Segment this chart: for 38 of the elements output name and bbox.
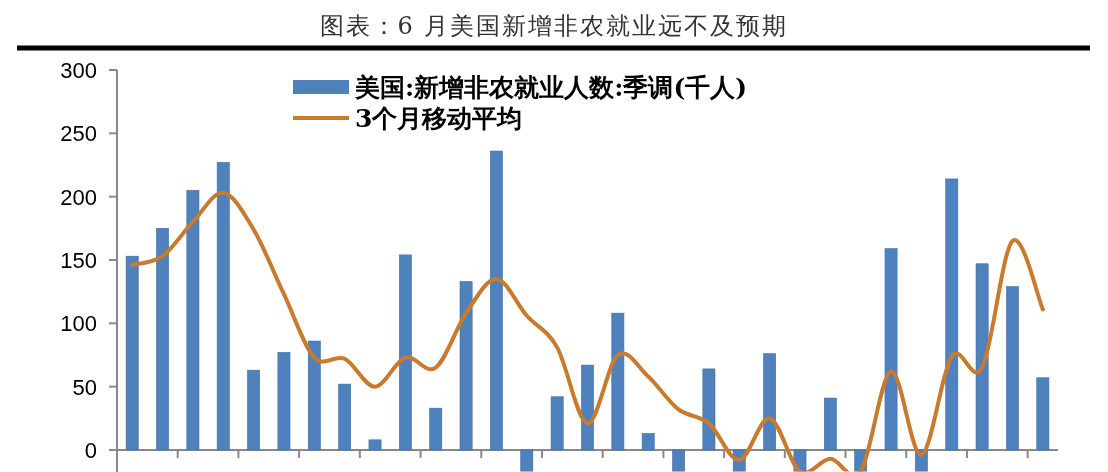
- y-tick-label: 250: [60, 121, 97, 147]
- legend-label: 美国:新增非农就业人数:季调(千人): [354, 73, 748, 102]
- bar: [823, 397, 837, 451]
- bar: [368, 439, 382, 451]
- bar: [611, 312, 625, 451]
- bar: [763, 353, 776, 451]
- y-tick-label: 300: [60, 58, 97, 83]
- bar: [975, 263, 989, 451]
- bar: [581, 364, 594, 451]
- bar: [125, 255, 139, 451]
- bar: [216, 162, 230, 451]
- bar: [1036, 377, 1050, 451]
- bar: [399, 254, 412, 451]
- bar: [520, 449, 534, 472]
- bar: [459, 281, 473, 451]
- y-tick-label: 50: [72, 374, 97, 400]
- bar: [277, 352, 291, 451]
- bar: [1006, 286, 1019, 451]
- bar: [307, 340, 321, 451]
- bar: [672, 449, 685, 472]
- bar: [641, 433, 655, 451]
- bar: [490, 150, 503, 451]
- line-series: [130, 190, 1045, 472]
- y-tick-label: 0: [84, 437, 97, 463]
- legend-label: 3个月移动平均: [355, 104, 523, 133]
- bar: [945, 178, 959, 451]
- y-tick-label: 150: [60, 247, 97, 273]
- bar: [186, 190, 200, 451]
- chart-title: 图表：6 月美国新增非农就业远不及预期: [319, 12, 789, 40]
- y-tick-label: 200: [60, 184, 97, 210]
- bar: [156, 228, 169, 451]
- bar: [702, 368, 716, 451]
- bar: [429, 407, 443, 451]
- y-tick-label: 100: [60, 311, 97, 337]
- bar: [884, 248, 898, 451]
- bar: [550, 396, 564, 451]
- bar: [338, 383, 352, 451]
- bar: [247, 369, 260, 451]
